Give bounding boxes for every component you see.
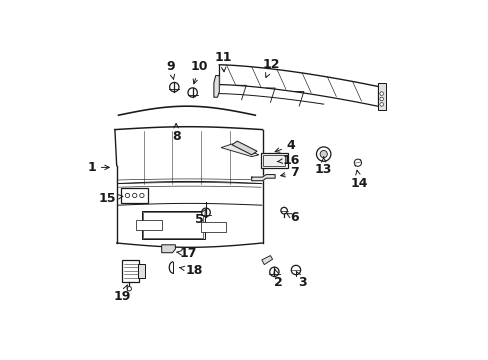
Text: 14: 14 (350, 170, 367, 190)
FancyBboxPatch shape (142, 211, 204, 239)
Text: 7: 7 (280, 166, 299, 179)
Text: 17: 17 (177, 247, 197, 260)
Polygon shape (251, 175, 275, 181)
Circle shape (201, 208, 210, 217)
Circle shape (132, 193, 137, 198)
Polygon shape (231, 141, 257, 155)
Text: 4: 4 (275, 139, 295, 152)
Text: 19: 19 (113, 285, 130, 303)
Circle shape (379, 97, 383, 101)
Circle shape (379, 103, 383, 106)
Circle shape (169, 82, 179, 92)
Polygon shape (213, 76, 219, 97)
Circle shape (269, 267, 279, 276)
Text: 6: 6 (286, 211, 299, 224)
Text: 2: 2 (273, 269, 283, 289)
FancyBboxPatch shape (121, 188, 148, 203)
FancyBboxPatch shape (138, 264, 145, 278)
Text: 11: 11 (214, 51, 231, 72)
Text: 1: 1 (87, 161, 109, 174)
Circle shape (187, 88, 197, 97)
FancyBboxPatch shape (260, 153, 287, 168)
Polygon shape (261, 256, 272, 265)
Circle shape (316, 147, 330, 161)
Circle shape (291, 265, 300, 275)
Text: 8: 8 (171, 123, 180, 143)
Circle shape (379, 92, 383, 95)
Circle shape (280, 207, 287, 214)
Text: 16: 16 (277, 154, 299, 167)
FancyBboxPatch shape (122, 260, 139, 282)
Text: 10: 10 (190, 60, 208, 84)
Text: 3: 3 (295, 271, 306, 289)
Text: 9: 9 (166, 60, 175, 79)
Polygon shape (221, 144, 258, 157)
Text: 5: 5 (195, 210, 205, 226)
Text: 13: 13 (314, 157, 332, 176)
Circle shape (127, 287, 131, 291)
Polygon shape (162, 245, 175, 253)
FancyBboxPatch shape (136, 220, 162, 230)
Circle shape (125, 193, 129, 198)
Text: 18: 18 (179, 264, 203, 276)
Text: 12: 12 (262, 58, 280, 77)
Text: 15: 15 (99, 192, 122, 204)
FancyBboxPatch shape (377, 83, 385, 110)
FancyBboxPatch shape (143, 212, 203, 238)
Circle shape (354, 159, 361, 166)
FancyBboxPatch shape (263, 155, 284, 166)
Circle shape (140, 193, 144, 198)
FancyBboxPatch shape (201, 222, 226, 232)
Circle shape (320, 150, 326, 158)
